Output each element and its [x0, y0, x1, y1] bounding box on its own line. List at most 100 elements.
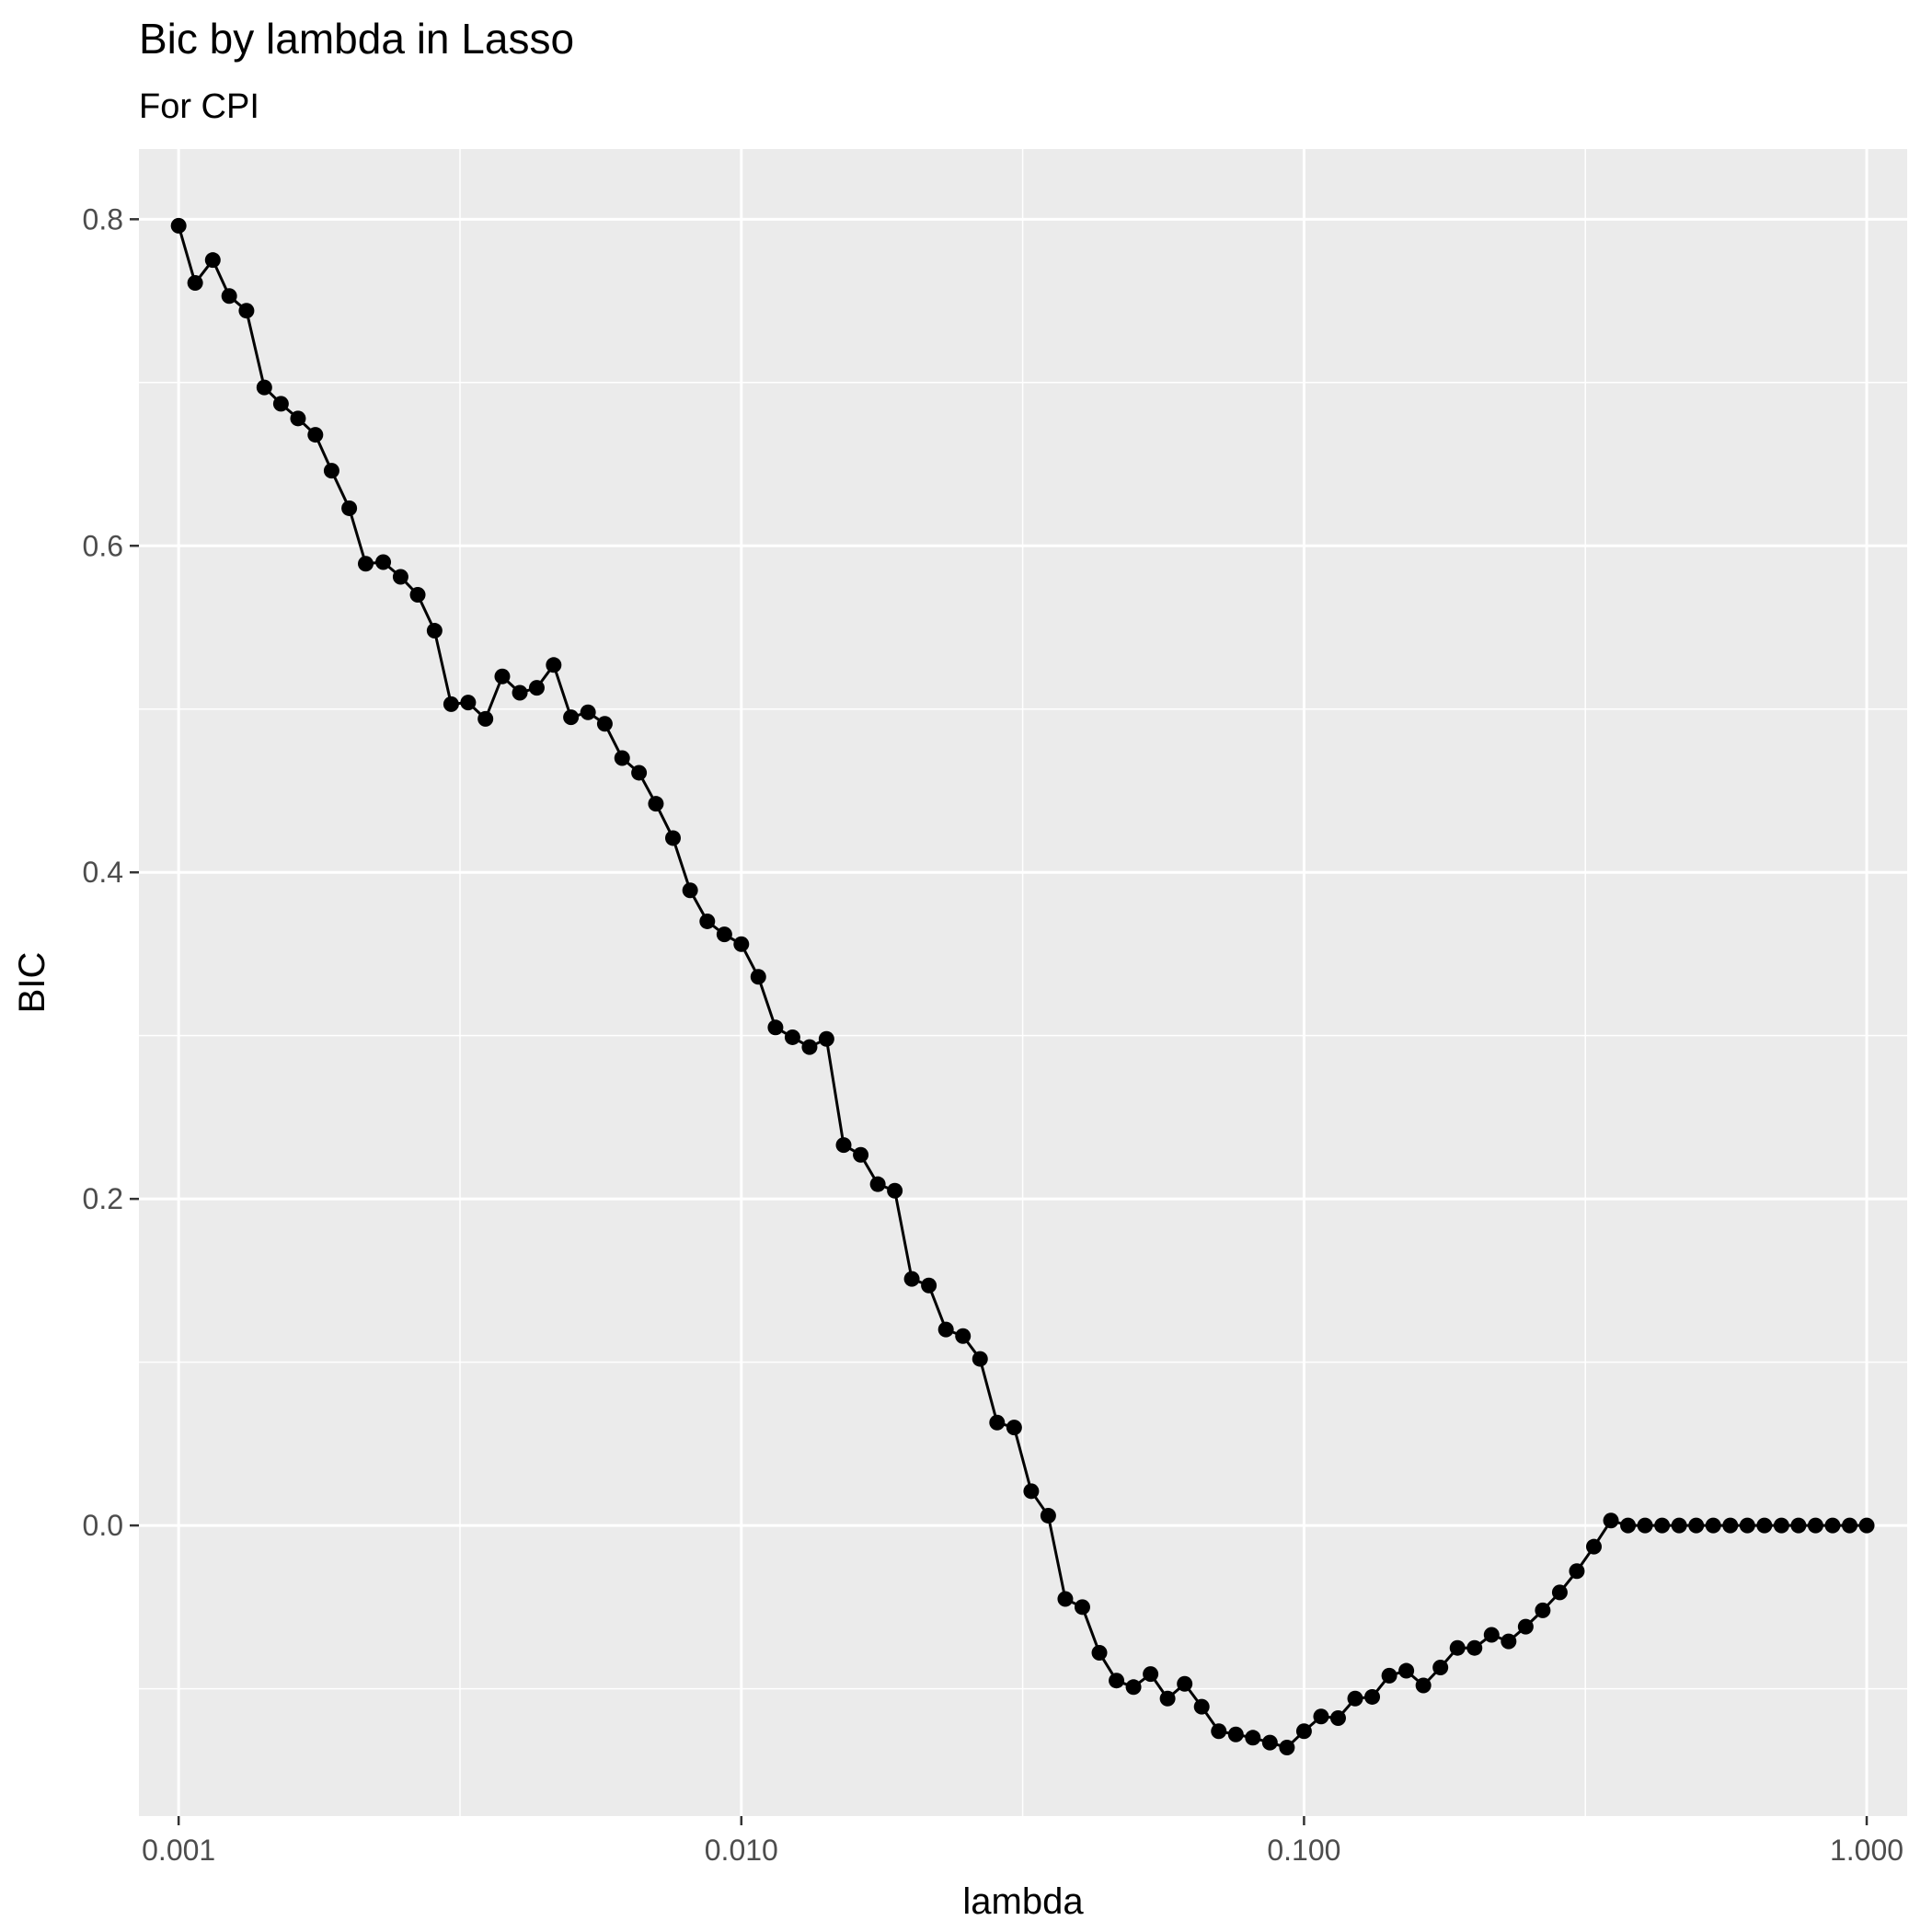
data-point	[323, 463, 339, 479]
data-point	[716, 926, 732, 943]
data-point	[256, 379, 272, 396]
data-point	[955, 1328, 972, 1344]
x-axis: 0.001 0.010 0.100 1.000	[142, 1816, 1903, 1867]
data-point	[1295, 1723, 1312, 1740]
data-point	[1603, 1512, 1619, 1529]
data-point	[801, 1039, 818, 1055]
data-point	[631, 765, 648, 781]
data-point	[887, 1182, 903, 1199]
data-point	[1177, 1675, 1193, 1692]
data-point	[204, 252, 221, 269]
data-point	[835, 1137, 852, 1154]
major-gridlines	[139, 149, 1907, 1816]
x-axis-title: lambda	[962, 1881, 1084, 1922]
y-tick-label: 0.8	[83, 202, 123, 236]
data-point	[1313, 1708, 1329, 1725]
data-point	[733, 936, 750, 952]
data-point	[1109, 1673, 1125, 1689]
data-point	[1722, 1517, 1739, 1534]
data-point	[972, 1351, 988, 1367]
data-point	[1501, 1633, 1517, 1650]
y-axis-title: BIC	[12, 952, 52, 1014]
data-point	[375, 554, 392, 570]
data-point	[512, 684, 528, 701]
data-point	[1756, 1517, 1773, 1534]
chart-title: Bic by lambda in Lasso	[139, 15, 574, 63]
data-point	[563, 709, 580, 726]
data-point	[1688, 1517, 1705, 1534]
data-point	[1040, 1507, 1056, 1524]
data-point	[1261, 1734, 1278, 1751]
data-point	[1569, 1563, 1585, 1580]
data-point	[648, 796, 664, 812]
data-point	[596, 716, 613, 732]
data-point	[392, 569, 408, 585]
data-point	[1143, 1666, 1159, 1683]
data-point	[1824, 1517, 1841, 1534]
data-point	[1483, 1627, 1500, 1643]
series-line	[177, 224, 1868, 1749]
data-point	[1773, 1517, 1789, 1534]
data-point	[682, 882, 698, 899]
data-point	[238, 303, 255, 319]
x-tick-label: 0.001	[142, 1834, 215, 1867]
data-point	[1006, 1420, 1022, 1436]
data-point	[937, 1321, 954, 1338]
data-point	[1790, 1517, 1807, 1534]
chart-subtitle: For CPI	[139, 87, 259, 126]
data-point	[664, 830, 681, 846]
data-point	[869, 1176, 886, 1192]
data-point	[1739, 1517, 1755, 1534]
data-point	[1705, 1517, 1721, 1534]
x-tick-label: 0.100	[1267, 1834, 1340, 1867]
data-point	[358, 556, 374, 572]
data-point	[1551, 1584, 1568, 1601]
data-point	[1415, 1677, 1432, 1694]
data-point	[1347, 1690, 1363, 1707]
data-point	[1023, 1483, 1040, 1500]
data-points	[170, 217, 1875, 1755]
data-point	[494, 668, 511, 684]
data-point	[1517, 1618, 1534, 1635]
data-point	[1449, 1639, 1466, 1656]
data-point	[580, 704, 596, 720]
data-point	[1398, 1662, 1415, 1679]
data-point	[1193, 1698, 1210, 1715]
data-point	[853, 1146, 869, 1163]
data-point	[614, 750, 630, 766]
data-point	[1279, 1739, 1295, 1755]
data-point	[1245, 1730, 1261, 1746]
data-point	[1381, 1667, 1397, 1684]
data-point	[460, 695, 477, 711]
x-tick-label: 0.010	[705, 1834, 778, 1867]
data-point	[528, 680, 545, 696]
data-point	[1858, 1517, 1875, 1534]
minor-gridlines	[139, 149, 1907, 1816]
data-point	[818, 1030, 834, 1047]
data-point	[272, 396, 289, 412]
y-tick-label: 0.6	[83, 529, 123, 562]
data-point	[1125, 1679, 1142, 1696]
data-point	[1671, 1517, 1687, 1534]
data-point	[921, 1277, 937, 1294]
data-point	[1227, 1726, 1244, 1742]
data-point	[1432, 1660, 1449, 1675]
data-point	[903, 1271, 920, 1287]
data-point	[290, 410, 306, 427]
data-point	[1585, 1538, 1602, 1555]
data-point	[1637, 1517, 1653, 1534]
data-point	[546, 657, 562, 673]
y-axis: 0.0 0.2 0.4 0.6 0.8	[83, 202, 139, 1542]
y-tick-label: 0.2	[83, 1182, 123, 1215]
data-point	[341, 500, 358, 516]
data-point	[409, 587, 426, 603]
data-point	[1211, 1723, 1227, 1740]
data-point	[1466, 1639, 1483, 1656]
data-point	[784, 1029, 800, 1045]
y-tick-label: 0.4	[83, 856, 123, 889]
data-point	[170, 217, 187, 234]
data-point	[221, 288, 237, 305]
data-point	[426, 623, 443, 639]
data-point	[1807, 1517, 1823, 1534]
